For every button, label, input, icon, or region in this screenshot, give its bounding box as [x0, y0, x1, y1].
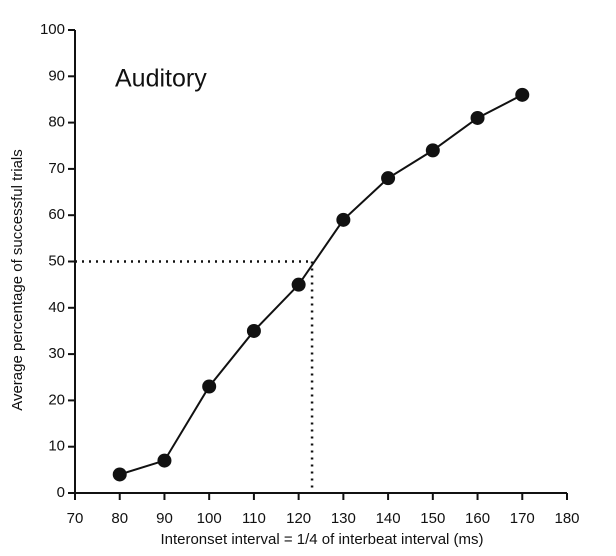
data-point: [336, 212, 351, 227]
x-tick-label: 70: [67, 510, 84, 527]
x-axis-label: Interonset interval = 1/4 of interbeat i…: [160, 531, 483, 548]
y-tick-label: 50: [48, 252, 65, 269]
y-tick-label: 60: [48, 206, 65, 223]
x-tick-label: 180: [554, 510, 579, 527]
x-tick-label: 110: [242, 510, 266, 527]
data-point: [112, 467, 127, 482]
y-tick-label: 30: [48, 345, 65, 362]
y-tick-label: 100: [40, 21, 65, 38]
data-point: [381, 171, 396, 186]
data-point: [291, 277, 306, 292]
y-tick-label: 80: [48, 114, 65, 131]
data-point: [470, 110, 485, 125]
data-point: [246, 323, 261, 338]
y-tick-label: 90: [48, 67, 65, 84]
x-tick-label: 120: [286, 510, 311, 527]
x-tick-label: 130: [331, 510, 356, 527]
y-tick-label: 40: [48, 299, 65, 316]
annotation: Auditory: [115, 65, 207, 93]
data-line: [119, 93, 523, 476]
data-point: [515, 87, 530, 102]
y-tick-label: 70: [48, 160, 65, 177]
x-tick-label: 140: [376, 510, 401, 527]
y-tick-label: 20: [48, 391, 65, 408]
data-point: [157, 453, 172, 468]
y-axis-label: Average percentage of successful trials: [9, 149, 26, 411]
data-point: [425, 143, 440, 158]
x-tick-label: 100: [197, 510, 222, 527]
y-tick-label: 10: [48, 438, 65, 455]
x-tick-label: 90: [156, 510, 173, 527]
x-tick-label: 170: [510, 510, 535, 527]
data-point: [202, 379, 217, 394]
x-tick-label: 80: [111, 510, 128, 527]
x-tick-label: 160: [465, 510, 490, 527]
x-tick-label: 150: [420, 510, 445, 527]
y-tick-label: 0: [57, 484, 65, 501]
